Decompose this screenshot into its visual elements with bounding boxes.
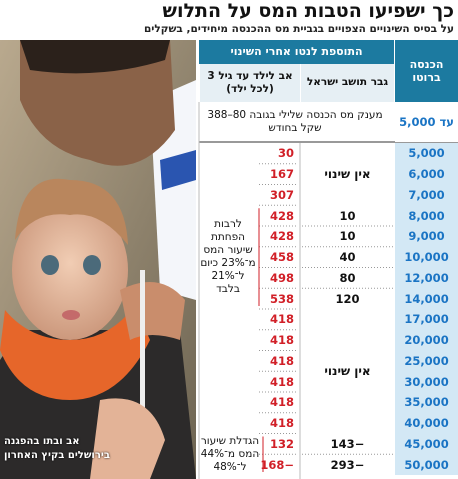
- note: אין שינוי: [324, 363, 371, 378]
- income-cell: 35,000: [395, 392, 458, 413]
- father-cell: 538: [269, 291, 294, 306]
- father-cell: 458: [269, 250, 294, 265]
- income-cell: 30,000: [395, 371, 458, 392]
- father-cell: −168: [260, 457, 294, 472]
- father-cell: 30: [277, 146, 294, 161]
- man-cell: 40: [339, 250, 356, 265]
- income-cell: 17,000: [395, 309, 458, 330]
- man-cell: 80: [339, 270, 356, 285]
- note: הגדלת שיעור המס מ־44% ל־48%: [200, 434, 260, 473]
- title: כך ישפיעו הטבות המס על התלוש: [162, 0, 454, 22]
- income-cell: 40,000: [395, 412, 458, 434]
- father-cell: 428: [269, 229, 294, 244]
- income-cell: 14,000: [395, 288, 458, 309]
- man-cell: 10: [339, 229, 356, 244]
- note: לרבות הפחתת שיעור המס מ־23% כיום ל־21% ב…: [200, 217, 256, 296]
- father-cell: 418: [269, 353, 294, 368]
- income-cell: 10,000: [395, 246, 458, 268]
- subtitle: על בסיס השינויים הצפויים בגביית מס ההכנס…: [143, 23, 454, 35]
- father-cell: 418: [269, 395, 294, 410]
- father-header: אב לילד עד גיל 3 (לכל ילד): [199, 64, 300, 102]
- man-cell: 10: [339, 208, 356, 223]
- income-cell: 7,000: [395, 184, 458, 206]
- man-cell: −143: [330, 436, 365, 451]
- photo: [0, 40, 196, 479]
- income-cell: 45,000: [395, 433, 458, 455]
- income-cell: 5,000: [395, 143, 458, 164]
- photo-caption: בירושלים בקיץ האחרון: [4, 450, 110, 461]
- father-cell: 418: [269, 312, 294, 327]
- father-cell: 167: [269, 167, 294, 182]
- income-cell: 8,000: [395, 205, 458, 226]
- income-header: הכנסה ברוטו: [395, 40, 458, 102]
- father-cell: 307: [269, 187, 294, 202]
- father-cell: 418: [269, 374, 294, 389]
- father-cell: 418: [269, 333, 294, 348]
- group-header: התוספת לנטו אחרי השינוי: [199, 40, 394, 64]
- father-cell: 428: [269, 208, 294, 223]
- income-cell: 12,000: [395, 267, 458, 289]
- note: אין שינוי: [324, 166, 371, 181]
- father-cell: 132: [269, 436, 294, 451]
- man-header: גבר תושב ישראל: [300, 64, 394, 102]
- father-cell: 498: [269, 270, 294, 285]
- income-cell: 25,000: [395, 350, 458, 372]
- man-cell: 120: [335, 291, 360, 306]
- income-cell: 50,000: [395, 454, 458, 475]
- first-row-note: מענק מס הכנסה שלילי בגובה 80–388 שקל בחו…: [207, 108, 383, 134]
- photo-caption: אב ובתו בהפגנה: [4, 436, 80, 447]
- income-cell: 20,000: [395, 329, 458, 351]
- income-cell: 9,000: [395, 226, 458, 247]
- man-cell: −293: [330, 457, 365, 472]
- income-cell: 6,000: [395, 163, 458, 185]
- income-cell: עד 5,000: [395, 102, 458, 142]
- father-cell: 418: [269, 416, 294, 431]
